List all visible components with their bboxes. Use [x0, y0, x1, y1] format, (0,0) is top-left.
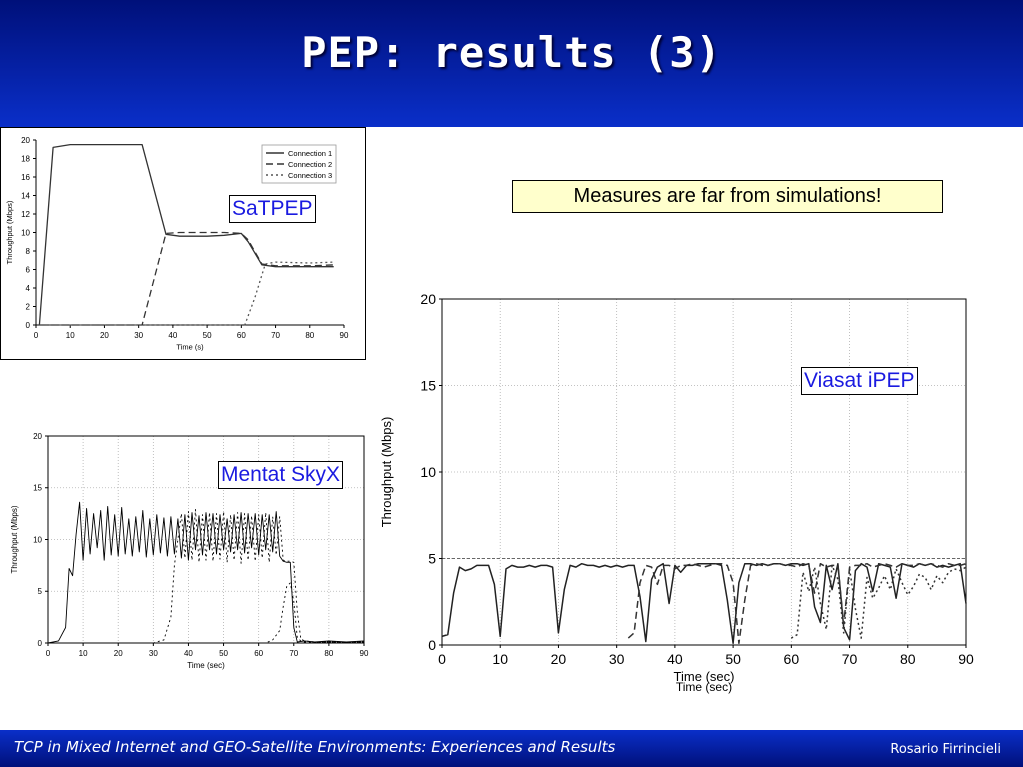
skyx-x-tick-label: 90	[360, 649, 369, 658]
viasat-series-3-line	[790, 564, 967, 639]
satpep-x-tick-label: 70	[271, 331, 280, 340]
skyx-x-tick-label: 40	[184, 649, 193, 658]
satpep-series-1-line	[38, 143, 334, 326]
skyx-x-tick-label: 80	[324, 649, 333, 658]
skyx-x-tick-label: 70	[289, 649, 298, 658]
satpep-y-tick-label: 4	[26, 284, 31, 293]
footer-bar: TCP in Mixed Internet and GEO-Satellite …	[0, 730, 1023, 767]
viasat-y-tick-label: 10	[420, 464, 436, 480]
viasat-x-tick-label: 30	[609, 651, 625, 667]
skyx-y-axis-label: Throughput (Mbps)	[10, 505, 19, 573]
satpep-x-tick-label: 90	[340, 331, 349, 340]
skyx-y-tick-label: 15	[33, 484, 42, 493]
viasat-x-tick-label: 80	[900, 651, 916, 667]
viasat-x-tick-label: 90	[958, 651, 974, 667]
satpep-x-tick-label: 40	[168, 331, 177, 340]
viasat-x-tick-label: 70	[842, 651, 858, 667]
viasat-series-2-line	[627, 562, 967, 645]
satpep-x-axis-label: Time (s)	[176, 343, 204, 352]
skyx-y-tick-label: 5	[38, 587, 43, 596]
satpep-legend-entry: Connection 3	[288, 171, 332, 180]
skyx-y-tick-label: 0	[38, 639, 43, 648]
viasat-y-tick-label: 0	[428, 637, 436, 653]
satpep-x-tick-label: 60	[237, 331, 246, 340]
skyx-y-tick-label: 10	[33, 535, 42, 544]
viasat-series-1-line	[441, 562, 967, 645]
viasat-x-tick-label: 40	[667, 651, 683, 667]
viasat-label: Viasat iPEP	[801, 367, 918, 395]
satpep-x-tick-label: 50	[203, 331, 212, 340]
skyx-x-tick-label: 60	[254, 649, 263, 658]
satpep-x-tick-label: 20	[100, 331, 109, 340]
satpep-y-tick-label: 0	[26, 321, 31, 330]
skyx-x-tick-label: 20	[114, 649, 123, 658]
skyx-x-axis-label: Time (sec)	[187, 661, 225, 670]
viasat-x-tick-label: 60	[784, 651, 800, 667]
viasat-x-tick-label: 0	[438, 651, 446, 667]
skyx-label: Mentat SkyX	[218, 461, 344, 489]
satpep-y-tick-label: 16	[21, 173, 30, 182]
slide-title: PEP: results (3)	[301, 28, 722, 77]
skyx-chart: 0 10 20 30 40 50 60 70 80 90 0 5 10 15 20 Time (sec) Thr…	[10, 432, 369, 670]
satpep-y-tick-label: 14	[21, 191, 30, 200]
viasat-x-axis-label-ghost: Time (sec)	[676, 680, 732, 694]
satpep-legend-entry: Connection 2	[288, 160, 332, 169]
viasat-y-tick-label: 5	[428, 550, 436, 566]
viasat-x-axis-label: Time (sec)	[674, 669, 735, 684]
satpep-x-tick-label: 0	[34, 331, 39, 340]
viasat-y-tick-label: 15	[420, 377, 436, 393]
title-bar: PEP: results (3)	[0, 0, 1023, 127]
satpep-y-tick-label: 18	[21, 154, 30, 163]
viasat-y-tick-label: 20	[420, 291, 436, 307]
satpep-y-tick-label: 2	[26, 302, 31, 311]
skyx-series-2-line	[48, 509, 364, 644]
footer-author: Rosario Firrincieli	[890, 742, 1001, 757]
viasat-x-tick-label: 20	[551, 651, 567, 667]
satpep-y-tick-label: 8	[26, 247, 31, 256]
viasat-chart: 0 10 20 30 40 50 60 70 80 90 0 5 10 15 20 Time (sec)Tim…	[379, 291, 974, 694]
satpep-y-tick-label: 10	[21, 228, 30, 237]
skyx-x-tick-label: 0	[46, 649, 51, 658]
footer-presentation-title: TCP in Mixed Internet and GEO-Satellite …	[14, 738, 616, 756]
satpep-x-tick-label: 80	[305, 331, 314, 340]
skyx-series-3-line	[48, 582, 364, 644]
satpep-y-axis-label: Throughput (Mbps)	[5, 200, 14, 264]
skyx-y-tick-label: 20	[33, 432, 42, 441]
measures-note: Measures are far from simulations!	[512, 180, 943, 213]
satpep-legend-entry: Connection 1	[288, 149, 332, 158]
skyx-x-tick-label: 30	[149, 649, 158, 658]
skyx-x-tick-label: 50	[219, 649, 228, 658]
satpep-x-tick-label: 10	[66, 331, 75, 340]
viasat-x-tick-label: 50	[725, 651, 741, 667]
satpep-x-tick-label: 30	[134, 331, 143, 340]
viasat-x-tick-label: 10	[492, 651, 508, 667]
satpep-chart: 0 10 20 30 40 50 60 70 80 90 0 2 4 6 8 10 12 14 16 18 20 Time…	[0, 127, 366, 360]
skyx-x-tick-label: 10	[79, 649, 88, 658]
satpep-y-tick-label: 6	[26, 265, 31, 274]
satpep-legend-box	[261, 144, 337, 184]
satpep-label: SaTPEP	[229, 195, 316, 223]
satpep-y-tick-label: 12	[21, 210, 30, 219]
satpep-series-3-line	[39, 261, 334, 326]
satpep-series-2-line	[39, 231, 334, 326]
skyx-series-1-line	[47, 501, 365, 644]
satpep-y-tick-label: 20	[21, 136, 30, 145]
viasat-y-axis-label: Throughput (Mbps)	[379, 417, 394, 528]
